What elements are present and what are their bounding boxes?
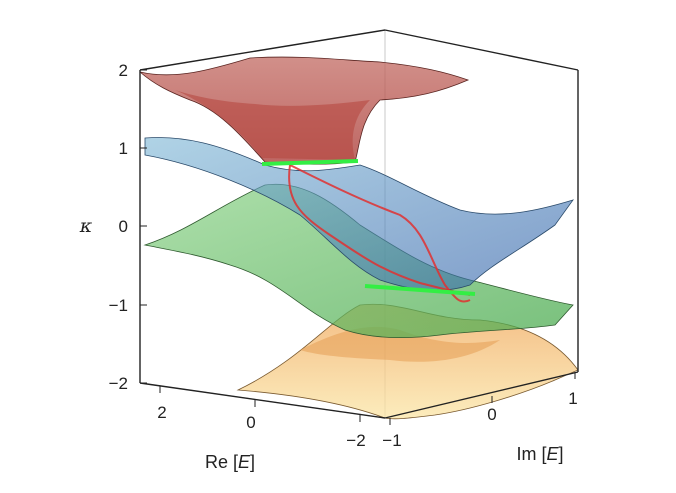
re-tick-marks <box>159 386 361 422</box>
im-tick-label: −1 <box>382 431 401 450</box>
im-tick-label: 1 <box>568 389 577 408</box>
surface-orange-inner <box>300 326 500 362</box>
kappa-tick-label: −2 <box>109 374 128 393</box>
kappa-tick-label: 1 <box>119 139 128 158</box>
im-tick-label: 0 <box>487 405 496 424</box>
surface-blue <box>144 137 575 291</box>
kappa-tick-label: 0 <box>119 217 128 236</box>
re-tick-label: 2 <box>157 403 166 422</box>
surface-red-front <box>175 90 370 160</box>
box-front-edges <box>139 29 579 419</box>
exceptional-line-lower <box>364 284 476 296</box>
re-axis-label: Re [E] <box>205 452 255 472</box>
im-tick-marks <box>389 372 576 425</box>
kappa-tick-label: 2 <box>119 61 128 80</box>
re-tick-label: −2 <box>346 431 365 450</box>
crossing-curves <box>288 164 471 303</box>
kappa-tick-marks <box>140 69 147 384</box>
re-tick-label: 0 <box>246 413 255 432</box>
kappa-axis-label: κ <box>79 215 93 237</box>
kappa-tick-label: −1 <box>109 296 128 315</box>
exceptional-line-upper <box>261 159 359 166</box>
im-axis-label: Im [E] <box>516 444 563 464</box>
